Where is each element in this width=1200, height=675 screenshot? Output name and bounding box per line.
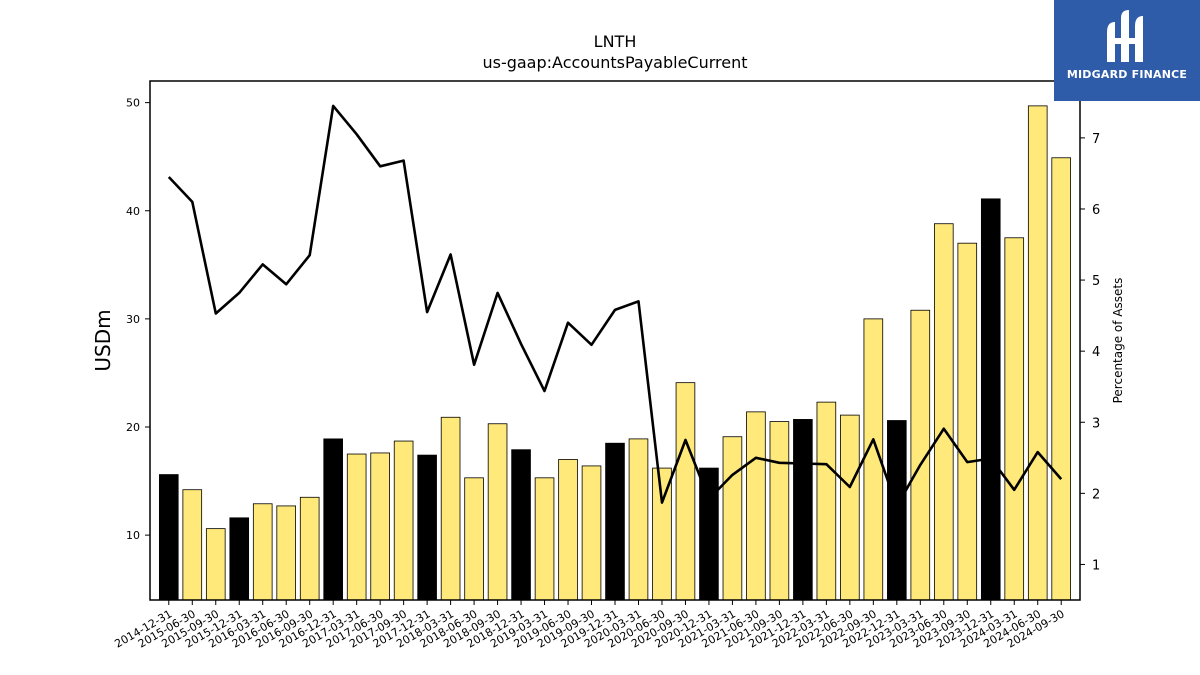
y2-tick-label: 1 — [1092, 558, 1100, 573]
bar — [559, 459, 578, 600]
y2-tick-label: 6 — [1092, 203, 1100, 218]
bar — [300, 497, 319, 600]
brand-logo: MIDGARD FINANCE — [1054, 0, 1200, 101]
bar — [418, 455, 437, 600]
bar — [1052, 158, 1071, 600]
bar — [347, 454, 366, 600]
bar — [277, 506, 296, 600]
bar — [700, 468, 719, 600]
y2-axis-label: Percentage of Assets — [1111, 278, 1125, 404]
y-tick-label: 10 — [126, 529, 140, 542]
bar — [206, 529, 225, 600]
brand-name: MIDGARD FINANCE — [1054, 68, 1200, 81]
brand-mark-icon — [1103, 8, 1151, 66]
bar — [629, 439, 648, 600]
bar — [793, 419, 812, 600]
bars-layer — [159, 106, 1070, 600]
y-tick-label: 50 — [126, 97, 140, 110]
y-tick-label: 20 — [126, 421, 140, 434]
y2-tick-label: 5 — [1092, 274, 1100, 289]
bar — [817, 402, 836, 600]
bar — [535, 478, 554, 600]
y2-tick-label: 7 — [1092, 132, 1100, 147]
bar — [840, 415, 859, 600]
y2-tick-label: 3 — [1092, 416, 1100, 431]
bar — [253, 504, 272, 600]
bar — [676, 383, 695, 600]
bar — [394, 441, 413, 600]
y2-tick-label: 4 — [1092, 345, 1100, 360]
bar — [582, 466, 601, 600]
bar — [770, 422, 789, 600]
bar — [1005, 238, 1024, 600]
y-tick-label: 30 — [126, 313, 140, 326]
chart-subtitle: us-gaap:AccountsPayableCurrent — [0, 53, 1200, 72]
y-axis-label: USDm — [91, 309, 115, 371]
bar — [230, 518, 249, 600]
bar — [183, 490, 202, 600]
bar — [747, 412, 766, 600]
bar — [324, 439, 343, 600]
bar — [723, 437, 742, 600]
chart-title: LNTH — [0, 32, 1200, 51]
bar — [887, 421, 906, 600]
bar — [159, 475, 178, 600]
bar — [1028, 106, 1047, 600]
bar — [512, 450, 531, 600]
y2-tick-label: 2 — [1092, 487, 1100, 502]
bar — [981, 199, 1000, 600]
bar — [934, 224, 953, 600]
y-tick-label: 40 — [126, 205, 140, 218]
bar — [465, 478, 484, 600]
bar — [488, 424, 507, 600]
bar — [441, 417, 460, 600]
bar — [371, 453, 390, 600]
bar — [958, 243, 977, 600]
bar — [606, 443, 625, 600]
